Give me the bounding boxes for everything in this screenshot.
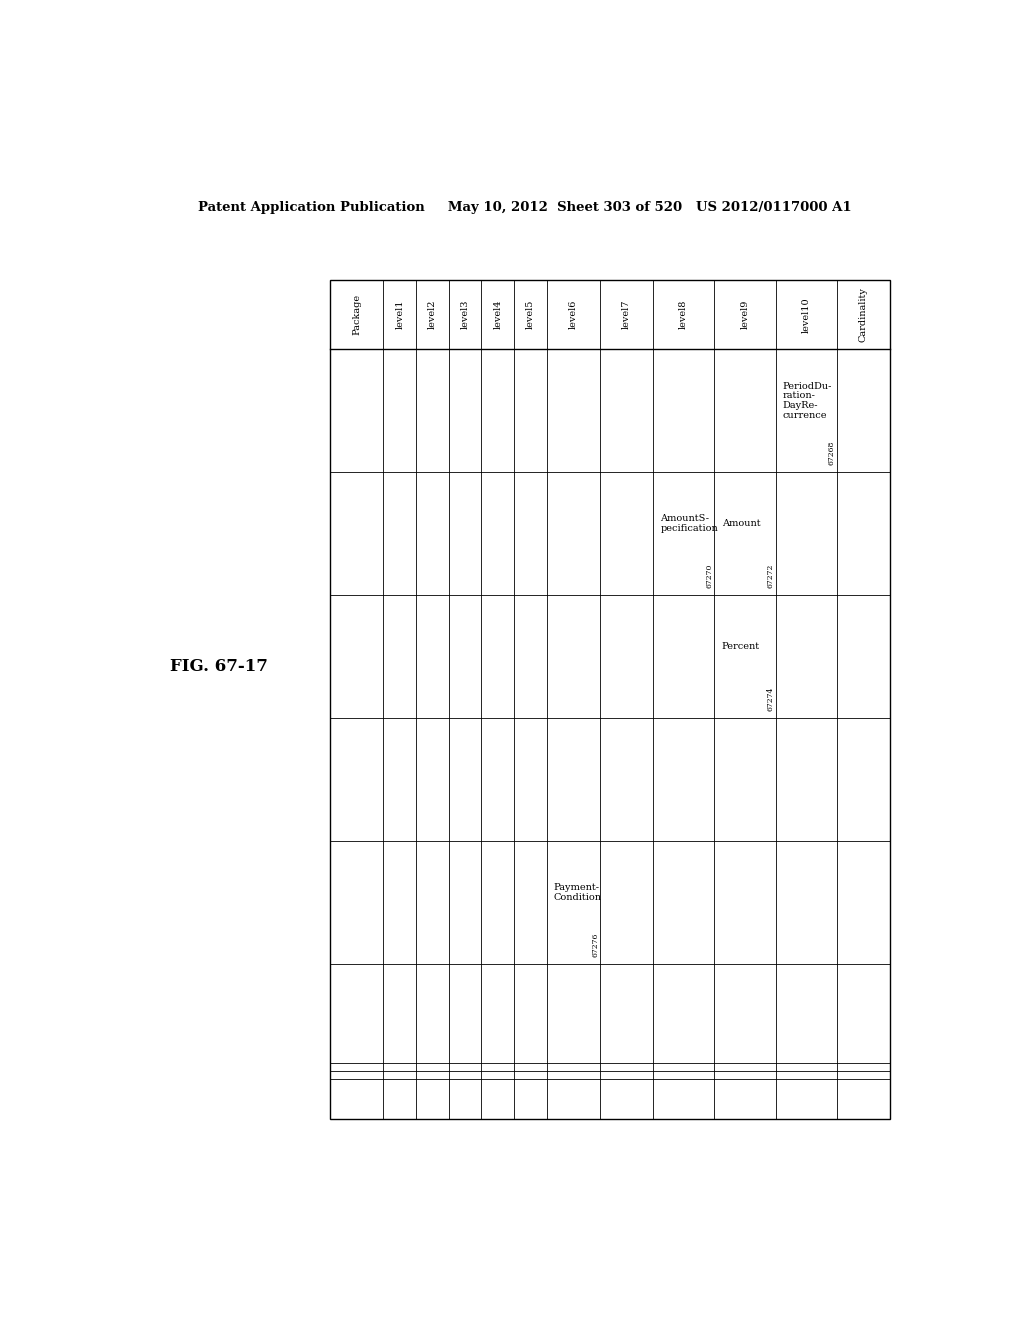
Text: level1: level1 [395,300,404,330]
Text: 67270: 67270 [706,564,714,587]
Text: level6: level6 [569,300,578,330]
Text: 67276: 67276 [592,932,600,957]
Text: AmountS-
pecification: AmountS- pecification [660,515,718,533]
Text: FIG. 67-17: FIG. 67-17 [170,659,268,675]
Text: level9: level9 [740,300,750,330]
Text: Cardinality: Cardinality [859,288,867,342]
Text: level8: level8 [679,300,688,330]
Text: level5: level5 [526,300,535,330]
Text: level7: level7 [622,300,631,330]
Bar [331,280,890,1119]
Text: Package: Package [352,294,361,335]
Text: level3: level3 [461,300,470,330]
Text: level4: level4 [494,300,503,330]
Text: 67274: 67274 [767,686,774,710]
Text: Amount: Amount [722,519,760,528]
Text: level2: level2 [428,300,437,330]
Text: level10: level10 [802,297,811,333]
Text: Patent Application Publication     May 10, 2012  Sheet 303 of 520   US 2012/0117: Patent Application Publication May 10, 2… [198,201,852,214]
Text: Percent: Percent [722,643,760,651]
Text: 67268: 67268 [827,441,836,465]
Text: Payment-
Condition: Payment- Condition [553,883,601,902]
Text: PeriodDu-
ration-
DayRe-
currence: PeriodDu- ration- DayRe- currence [783,381,833,420]
Text: 67272: 67272 [767,564,774,587]
